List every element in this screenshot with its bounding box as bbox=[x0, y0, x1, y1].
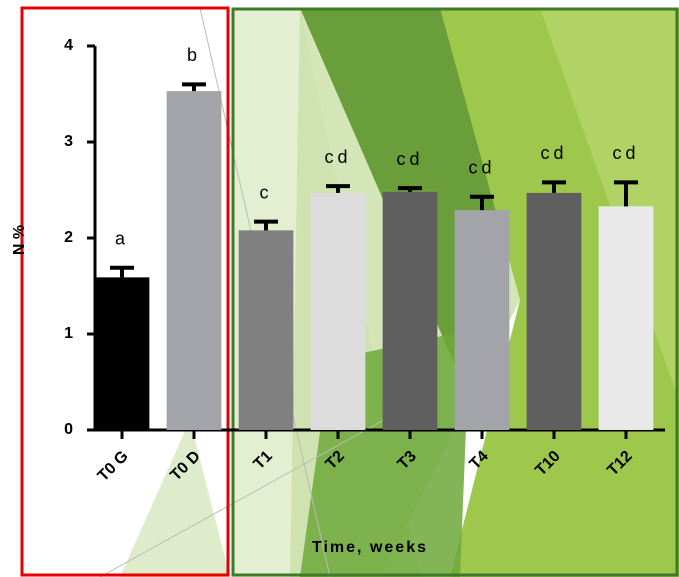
significance-letter: cd bbox=[468, 157, 495, 177]
y-tick-label: 0 bbox=[64, 421, 73, 438]
significance-letter: b bbox=[187, 45, 201, 65]
bar bbox=[455, 210, 510, 430]
x-axis-label: Time, weeks bbox=[312, 539, 428, 556]
bar bbox=[239, 230, 294, 430]
x-tick-label: T0 G bbox=[95, 448, 132, 485]
y-tick-label: 1 bbox=[64, 325, 73, 342]
bar bbox=[311, 193, 366, 430]
significance-letter: cd bbox=[324, 147, 351, 167]
significance-letter: a bbox=[115, 229, 129, 249]
y-axis-label: N % bbox=[11, 225, 28, 255]
error-bar bbox=[182, 84, 206, 91]
significance-letter: cd bbox=[396, 149, 423, 169]
y-tick-label: 4 bbox=[64, 37, 73, 54]
bar bbox=[383, 192, 438, 430]
bar bbox=[599, 206, 654, 430]
bar bbox=[95, 277, 150, 430]
y-tick-label: 2 bbox=[64, 229, 73, 246]
chart: N % Time, weeks 01234T0 GaT0 DbT1cT2cdT3… bbox=[0, 0, 679, 577]
significance-letter: c bbox=[260, 182, 273, 202]
bar bbox=[527, 193, 582, 430]
significance-letter: cd bbox=[612, 143, 639, 163]
error-bar bbox=[110, 268, 134, 278]
significance-letter: cd bbox=[540, 143, 567, 163]
bar bbox=[167, 91, 222, 430]
y-tick-label: 3 bbox=[64, 133, 73, 150]
